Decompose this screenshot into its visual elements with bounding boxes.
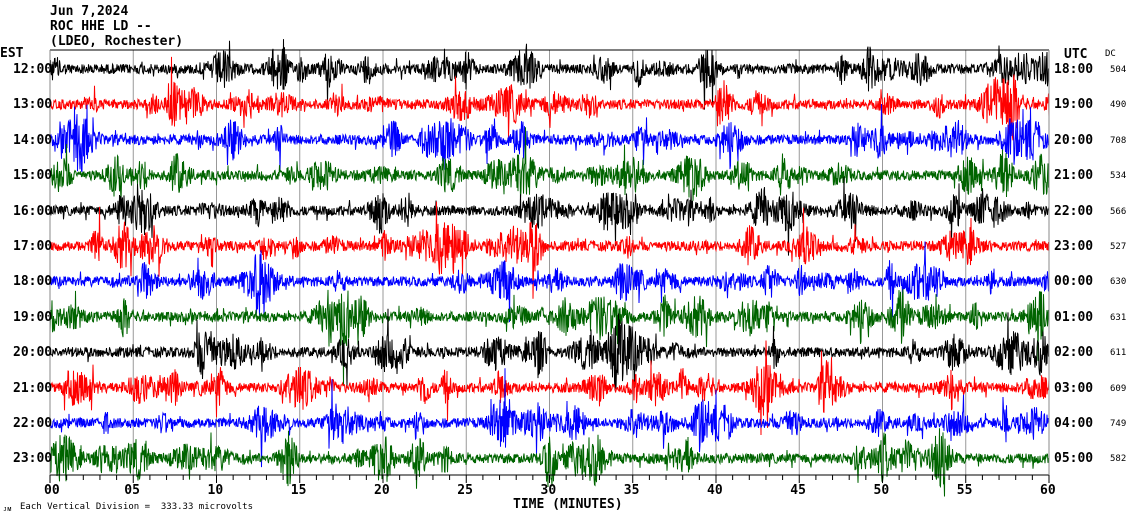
utc-hour-label: 05:00: [1054, 451, 1094, 466]
dc-value: 527: [1110, 242, 1127, 252]
x-tick-label: 00: [44, 483, 60, 498]
seismic-trace-1300: [49, 56, 1050, 141]
utc-hour-label: 20:00: [1054, 133, 1094, 148]
dc-value: 749: [1110, 419, 1127, 429]
utc-hour-label: 21:00: [1054, 168, 1094, 183]
dc-value: 504: [1110, 65, 1127, 75]
est-hour-label: 14:00: [13, 133, 53, 148]
utc-hour-label: 22:00: [1054, 204, 1094, 219]
dc-value: 708: [1110, 136, 1127, 146]
date-label: Jun 7,2024: [50, 4, 129, 19]
corner-mark: ᴊᴍ: [3, 505, 12, 513]
dc-value: 534: [1110, 171, 1127, 181]
x-tick-label: 30: [540, 483, 557, 498]
network-label: (LDEO, Rochester): [50, 34, 184, 49]
seismic-trace-2100: [49, 340, 1050, 436]
x-tick-label: 25: [457, 483, 473, 498]
x-tick-label: 35: [623, 483, 640, 498]
seismic-trace-2200: [49, 368, 1050, 468]
x-tick-label: 20: [374, 483, 390, 498]
x-tick-label: 05: [124, 483, 140, 498]
seismic-trace-1600: [49, 176, 1050, 256]
x-tick-label: 45: [790, 483, 806, 498]
utc-hour-label: 18:00: [1054, 62, 1094, 77]
seismic-trace-1500: [49, 127, 1050, 202]
x-tick-label: 40: [707, 483, 723, 498]
est-hour-label: 20:00: [13, 345, 53, 360]
x-tick-label: 50: [873, 483, 890, 498]
dc-value: 630: [1110, 277, 1127, 287]
est-hour-label: 23:00: [13, 451, 53, 466]
utc-hour-label: 03:00: [1054, 381, 1094, 396]
utc-hour-label: 19:00: [1054, 97, 1094, 112]
seismic-trace-1200: [49, 39, 1050, 110]
est-hour-label: 17:00: [13, 239, 53, 254]
est-hour-label: 13:00: [13, 97, 53, 112]
est-hour-label: 12:00: [13, 62, 53, 77]
utc-hour-label: 04:00: [1054, 416, 1094, 431]
seismic-trace-1800: [49, 241, 1050, 323]
utc-hour-label: 23:00: [1054, 239, 1094, 254]
dc-value: 609: [1110, 384, 1127, 394]
utc-hour-label: 00:00: [1054, 274, 1094, 289]
est-hour-label: 21:00: [13, 381, 53, 396]
est-hour-label: 15:00: [13, 168, 53, 183]
x-tick-label: 60: [1040, 483, 1056, 498]
x-tick-label: 55: [956, 483, 973, 498]
dc-value: 631: [1110, 313, 1127, 323]
x-tick-label: 15: [290, 483, 307, 498]
seismic-trace-1900: [49, 288, 1050, 385]
dc-value: 611: [1110, 348, 1127, 358]
x-axis-label: TIME (MINUTES): [513, 497, 623, 512]
est-hour-label: 19:00: [13, 310, 53, 325]
est-hour-label: 16:00: [13, 204, 53, 219]
est-hour-label: 18:00: [13, 274, 53, 289]
utc-axis-title: UTC: [1064, 47, 1088, 62]
seismic-trace-1700: [49, 201, 1050, 299]
scale-text: Each Vertical Division = 333.33 microvol…: [20, 502, 253, 512]
utc-hour-label: 02:00: [1054, 345, 1094, 360]
dc-title: DC: [1105, 49, 1116, 59]
station-label: ROC HHE LD --: [50, 19, 152, 34]
dc-value: 490: [1110, 100, 1127, 110]
seismic-trace-2000: [49, 308, 1050, 391]
dc-value: 566: [1110, 207, 1127, 217]
dc-value: 582: [1110, 454, 1127, 464]
seismic-trace-1400: [49, 103, 1050, 173]
utc-hour-label: 01:00: [1054, 310, 1094, 325]
x-tick-label: 10: [207, 483, 224, 498]
est-axis-title: EST: [0, 46, 24, 61]
est-hour-label: 22:00: [13, 416, 53, 431]
